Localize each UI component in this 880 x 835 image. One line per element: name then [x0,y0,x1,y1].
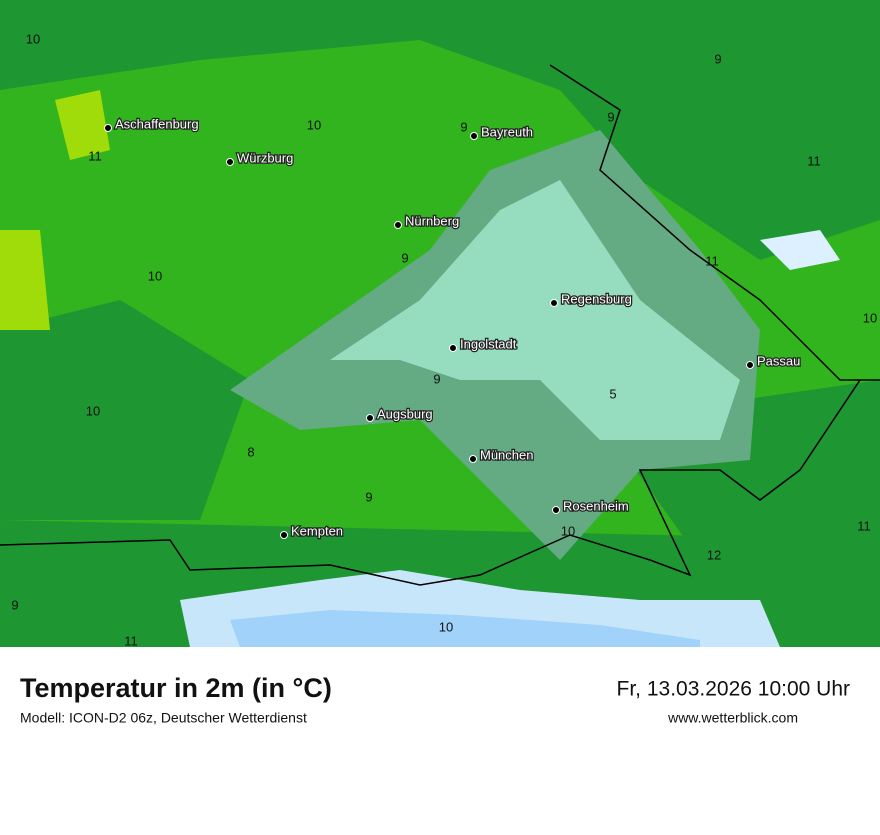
temperature-label: 9 [607,109,614,124]
title: Temperatur in 2m (in °C) [20,673,332,703]
model: Modell: ICON-D2 06z, Deutscher Wetterdie… [20,710,307,726]
temperature-label: 10 [26,31,40,46]
city-dot [550,299,558,307]
temperature-label: 12 [707,547,721,562]
city-label: Rosenheim [563,498,629,513]
temperature-label: 9 [433,371,440,386]
city-dot [469,455,477,463]
temperature-label: 10 [863,310,877,325]
temperature-label: 10 [561,523,575,538]
temperature-label: 9 [714,51,721,66]
footer-bg [0,647,880,830]
city-dot [226,158,234,166]
city-label: Nürnberg [405,213,459,228]
temperature-label: 10 [86,403,100,418]
city-dot [280,531,288,539]
datetime: Fr, 13.03.2026 10:00 Uhr [617,678,851,701]
temperature-label: 10 [439,619,453,634]
temperature-label: 11 [857,518,871,533]
temperature-label: 11 [88,148,102,163]
city-dot [104,124,112,132]
city-label: München [480,447,533,462]
city-dot [552,506,560,514]
city-label: Augsburg [377,406,433,421]
temperature-label: 10 [307,117,321,132]
city-dot [746,361,754,369]
city-label: Kempten [291,523,343,538]
temperature-label: 11 [807,153,821,168]
city-label: Passau [757,353,800,368]
city-label: Bayreuth [481,124,533,139]
temperature-label: 9 [11,597,18,612]
city-dot [394,221,402,229]
city-label: Ingolstadt [460,336,517,351]
temperature-label: 11 [705,253,719,268]
temperature-label: 8 [247,444,254,459]
city-label: Würzburg [237,150,293,165]
temperature-label: 5 [609,386,616,401]
temperature-label: 9 [401,250,408,265]
city-dot [470,132,478,140]
temperature-label: 9 [365,489,372,504]
temperature-label: 9 [460,119,467,134]
city-label: Aschaffenburg [115,116,199,131]
city-dot [449,344,457,352]
map [0,0,880,647]
website: www.wetterblick.com [667,710,798,726]
temperature-label: 10 [148,268,162,283]
city-dot [366,414,374,422]
city-label: Regensburg [561,291,632,306]
temperature-label: 11 [124,633,138,648]
